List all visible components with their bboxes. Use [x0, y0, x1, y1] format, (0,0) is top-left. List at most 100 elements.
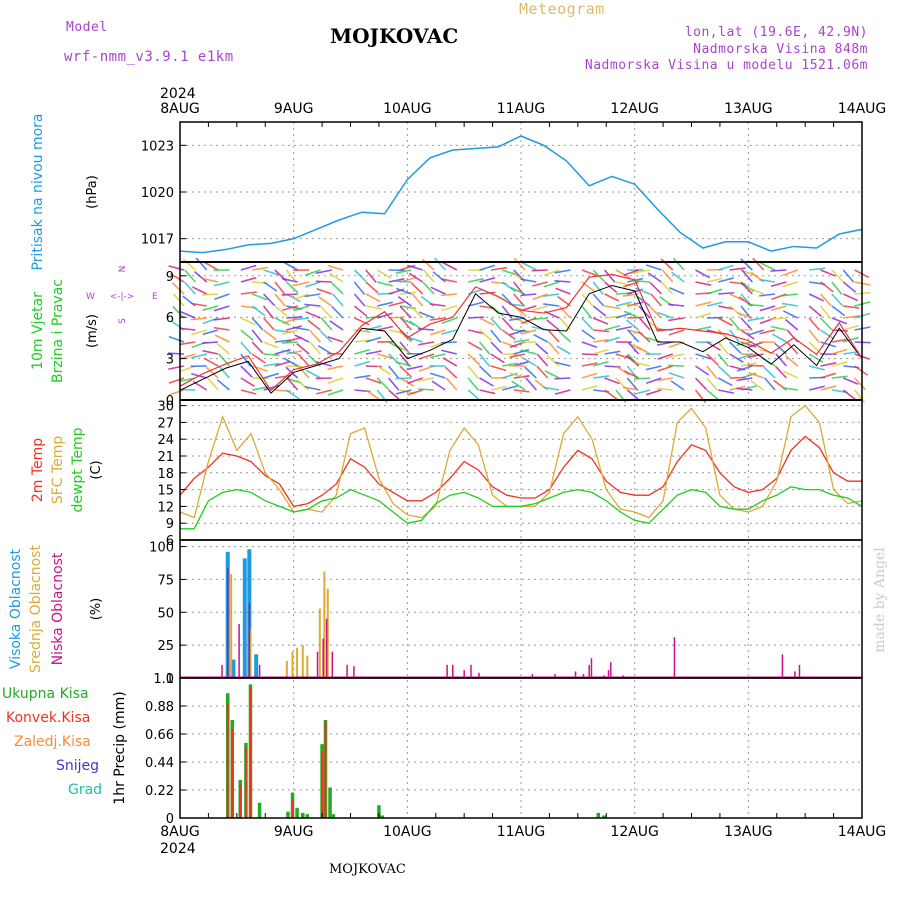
wind-arrow [274, 293, 286, 307]
wind-arrow [407, 336, 423, 343]
wind-arrow [592, 293, 605, 307]
lonlat-label: lon,lat (19.6E, 42.9N) [684, 25, 868, 40]
ytick-label-pressure: 1017 [141, 233, 174, 248]
wind-arrow [281, 277, 298, 283]
wind-arrow [747, 303, 764, 307]
wind-arrow [694, 377, 708, 391]
cloud-bar-0 [254, 654, 259, 678]
cloud-bar-2 [531, 674, 534, 678]
ytick-label-clouds: 25 [157, 639, 174, 654]
wind-arrow [180, 311, 196, 319]
wind-arrow [512, 271, 526, 283]
cloud-bar-2 [607, 670, 610, 678]
precip-bar-1 [244, 748, 247, 818]
wind-arrow [274, 317, 290, 326]
cloud-bar-2 [463, 670, 465, 678]
wind-arrow [638, 317, 651, 331]
wind-arrow [182, 258, 196, 271]
wind-arrow [490, 305, 504, 317]
wind-arrow [843, 336, 859, 343]
wind-arrow [718, 291, 735, 295]
wind-arrow [520, 293, 537, 297]
wind-arrow [706, 288, 723, 295]
wind-arrow [213, 305, 230, 312]
wind-arrow [668, 303, 685, 307]
wind-arrow [407, 389, 423, 396]
wind-arrow [555, 287, 571, 295]
wind-arrow [274, 374, 291, 379]
wind-arrow [422, 281, 435, 295]
wind-arrow [240, 389, 257, 395]
wind-axis-title-1: 10m Vjetar [30, 292, 46, 370]
wind-arrow [179, 377, 196, 383]
wind-arrow [819, 305, 832, 320]
wind-arrow [332, 293, 344, 307]
wind-arrow [661, 281, 674, 295]
wind-arrow [748, 371, 764, 379]
cloud-bar-0 [231, 659, 236, 678]
wind-arrow [547, 341, 560, 355]
wind-arrow [502, 385, 518, 391]
wind-arrow [808, 305, 822, 317]
wind-arrow [581, 385, 598, 391]
wind-arrow [513, 293, 525, 307]
wind-arrow [775, 353, 788, 367]
wind-arrow [327, 377, 344, 384]
wind-arrow [808, 293, 824, 302]
wind-arrow [445, 377, 458, 391]
wind-arrow [581, 353, 598, 356]
ytick-label-temperature: 9 [166, 517, 174, 532]
wind-arrow [304, 293, 321, 298]
wind-arrow [593, 329, 610, 333]
wind-arrow [581, 281, 596, 293]
wind-arrow [819, 293, 832, 307]
wind-arrow [656, 387, 673, 391]
wind-arrow [747, 353, 764, 358]
wind-arrow [843, 305, 860, 309]
wind-arrow [240, 365, 253, 378]
wind-arrow [388, 341, 403, 351]
wind-arrow [397, 345, 412, 355]
wind-arrow [365, 281, 379, 294]
wind-arrow [646, 377, 662, 385]
wind-arrow [554, 269, 571, 274]
wind-arrow [377, 353, 393, 360]
wind-arrow [179, 327, 196, 331]
compass-arrows: <-|-> [110, 292, 135, 302]
wind-arrow [191, 329, 207, 336]
wind-arrow [543, 293, 560, 297]
wind-arrow [695, 326, 712, 331]
day-label-bottom: 8AUG [160, 824, 200, 840]
wind-arrow [736, 353, 753, 360]
wind-arrow [365, 305, 382, 310]
wind-arrow [179, 353, 196, 360]
wind-arrow [283, 261, 299, 271]
wind-arrow [831, 293, 844, 307]
day-label-top: 8AUG [160, 101, 200, 117]
wind-arrow [774, 365, 788, 379]
wind-arrow [747, 317, 764, 322]
wind-arrow [167, 352, 185, 355]
wind-arrow [740, 258, 753, 271]
temp-axis-title-2m: 2m Temp [30, 438, 46, 502]
wind-arrow [172, 293, 185, 307]
wind-arrow [296, 379, 310, 391]
wind-arrow [831, 305, 846, 317]
wind-arrow [479, 264, 496, 271]
wind-arrow [214, 293, 230, 301]
wind-arrow [407, 264, 423, 271]
wind-arrow [544, 370, 560, 379]
wind-arrow [429, 317, 446, 321]
wind-arrow [592, 348, 609, 355]
wind-arrow [627, 341, 640, 355]
precip-axis-title: 1hr Precip (mm) [112, 691, 128, 804]
precip-bar-0 [377, 805, 381, 818]
cloud-bar-2 [331, 651, 334, 678]
wind-arrow [318, 296, 333, 307]
wind-arrow [657, 353, 674, 360]
wind-arrow [399, 305, 412, 319]
ytick-label-precip: 0.22 [145, 784, 174, 799]
wind-arrow [168, 365, 185, 370]
precip-bar-1 [239, 784, 242, 818]
